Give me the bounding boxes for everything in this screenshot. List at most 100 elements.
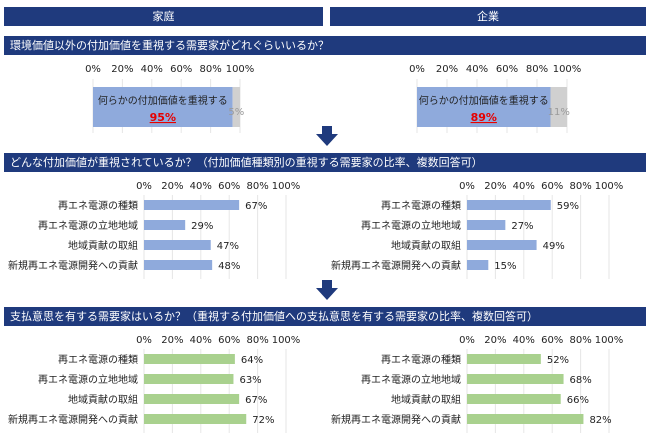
household-overall-tick-label: 40% [141, 64, 163, 75]
company-willingness-bar [467, 414, 584, 424]
household-value-types-bar [144, 220, 186, 230]
household-value-types-value-label: 29% [191, 221, 213, 232]
company-willingness-category-label: 再エネ電源の種類 [381, 353, 461, 366]
company-value-types-tick-label: 20% [484, 181, 506, 192]
household-overall-tick-label: 80% [199, 64, 221, 75]
company-willingness-value-label: 66% [567, 395, 589, 406]
household-willingness-tick-label: 80% [246, 335, 268, 346]
company-overall-rest-value: 11% [548, 107, 570, 118]
household-value-types-tick-label: 20% [161, 181, 183, 192]
household-value-types-tick-label: 60% [218, 181, 240, 192]
household-value-types-tick-label: 80% [246, 181, 268, 192]
household-overall-tick-label: 100% [226, 64, 255, 75]
company-overall-tick-label: 60% [496, 64, 518, 75]
company-overall-main-bar [417, 87, 551, 127]
company-value-types-value-label: 15% [494, 261, 516, 272]
household-willingness-value-label: 64% [241, 355, 263, 366]
household-value-types-bar [144, 260, 213, 270]
household-overall-tick-label: 20% [111, 64, 133, 75]
household-willingness-bar [144, 414, 247, 424]
section-title-2: どんな付加価値が重視されているか？（付加価値種類別の重視する需要家の比率、複数回… [4, 153, 646, 172]
household-overall-main-label: 何らかの付加価値を重視する [98, 94, 228, 107]
household-willingness-bar [144, 354, 235, 364]
company-value-types-tick-label: 80% [569, 181, 591, 192]
household-overall-tick-label: 60% [170, 64, 192, 75]
company-willingness-category-label: 地域貢献の取組 [391, 393, 461, 406]
company-willingness-tick-label: 0% [459, 335, 475, 346]
section-title-1: 環境価値以外の付加価値を重視する需要家がどれぐらいいるか？ [4, 36, 646, 55]
company-willingness-value-label: 52% [547, 355, 569, 366]
company-value-types-tick-label: 40% [513, 181, 535, 192]
company-overall-tick-label: 100% [553, 64, 582, 75]
household-value-types-value-label: 47% [217, 241, 239, 252]
company-value-types-category-label: 新規再エネ電源開発への貢献 [331, 259, 461, 272]
household-willingness-tick-label: 20% [161, 335, 183, 346]
household-willingness-bar [144, 394, 240, 404]
company-overall-tick-label: 20% [436, 64, 458, 75]
company-willingness-tick-label: 60% [541, 335, 563, 346]
company-value-types-tick-label: 100% [595, 181, 624, 192]
section-title-3: 支払意思を有する需要家はいるか？（重視する付加価値への支払意思を有する需要家の比… [4, 307, 646, 326]
company-value-types-bar [467, 220, 506, 230]
company-value-types-tick-label: 60% [541, 181, 563, 192]
company-value-types-value-label: 49% [543, 241, 565, 252]
company-value-types-bar [467, 240, 537, 250]
company-overall-rest-bar [550, 87, 567, 127]
company-value-types-tick-label: 0% [459, 181, 475, 192]
household-overall-main-value: 95% [150, 111, 176, 124]
household-value-types-category-label: 地域貢献の取組 [68, 239, 138, 252]
company-willingness-bar [467, 394, 561, 404]
company-value-types-bar [467, 260, 489, 270]
company-value-types-category-label: 再エネ電源の種類 [381, 199, 461, 212]
company-willingness-value-label: 82% [589, 415, 611, 426]
household-value-types-category-label: 再エネ電源の種類 [58, 199, 138, 212]
household-willingness-bar [144, 374, 234, 384]
company-willingness-tick-label: 20% [484, 335, 506, 346]
household-value-types-category-label: 再エネ電源の立地地域 [38, 219, 138, 232]
company-willingness-category-label: 新規再エネ電源開発への貢献 [331, 413, 461, 426]
household-willingness-category-label: 再エネ電源の種類 [58, 353, 138, 366]
household-willingness-tick-label: 40% [190, 335, 212, 346]
household-willingness-category-label: 新規再エネ電源開発への貢献 [8, 413, 138, 426]
company-value-types-value-label: 27% [511, 221, 533, 232]
down-arrow-icon [316, 280, 338, 300]
household-willingness-value-label: 67% [245, 395, 267, 406]
company-overall-main-label: 何らかの付加価値を重視する [419, 94, 549, 107]
household-value-types-tick-label: 100% [272, 181, 301, 192]
company-willingness-value-label: 68% [570, 375, 592, 386]
household-value-types-bar [144, 200, 240, 210]
company-willingness-category-label: 再エネ電源の立地地域 [361, 373, 461, 386]
household-overall-main-bar [93, 87, 233, 127]
company-willingness-tick-label: 40% [513, 335, 535, 346]
company-overall-tick-label: 40% [466, 64, 488, 75]
company-value-types-bar [467, 200, 551, 210]
household-value-types-tick-label: 0% [136, 181, 152, 192]
company-willingness-bar [467, 374, 564, 384]
company-overall-tick-label: 80% [526, 64, 548, 75]
household-value-types-value-label: 48% [218, 261, 240, 272]
company-value-types-category-label: 再エネ電源の立地地域 [361, 219, 461, 232]
company-header: 企業 [330, 7, 646, 26]
household-willingness-tick-label: 100% [272, 335, 301, 346]
household-overall-rest-value: 5% [228, 107, 244, 118]
household-willingness-tick-label: 60% [218, 335, 240, 346]
company-value-types-value-label: 59% [557, 201, 579, 212]
household-value-types-value-label: 67% [245, 201, 267, 212]
household-willingness-category-label: 再エネ電源の立地地域 [38, 373, 138, 386]
household-overall-tick-label: 0% [85, 64, 101, 75]
down-arrow-icon [316, 126, 338, 146]
household-overall-rest-bar [232, 87, 240, 127]
household-value-types-tick-label: 40% [190, 181, 212, 192]
household-header: 家庭 [4, 7, 323, 26]
company-overall-tick-label: 0% [409, 64, 425, 75]
company-willingness-bar [467, 354, 541, 364]
household-willingness-category-label: 地域貢献の取組 [68, 393, 138, 406]
household-willingness-value-label: 72% [252, 415, 274, 426]
company-overall-main-value: 89% [471, 111, 497, 124]
household-willingness-value-label: 63% [239, 375, 261, 386]
company-value-types-category-label: 地域貢献の取組 [391, 239, 461, 252]
household-value-types-bar [144, 240, 211, 250]
company-willingness-tick-label: 100% [595, 335, 624, 346]
household-willingness-tick-label: 0% [136, 335, 152, 346]
